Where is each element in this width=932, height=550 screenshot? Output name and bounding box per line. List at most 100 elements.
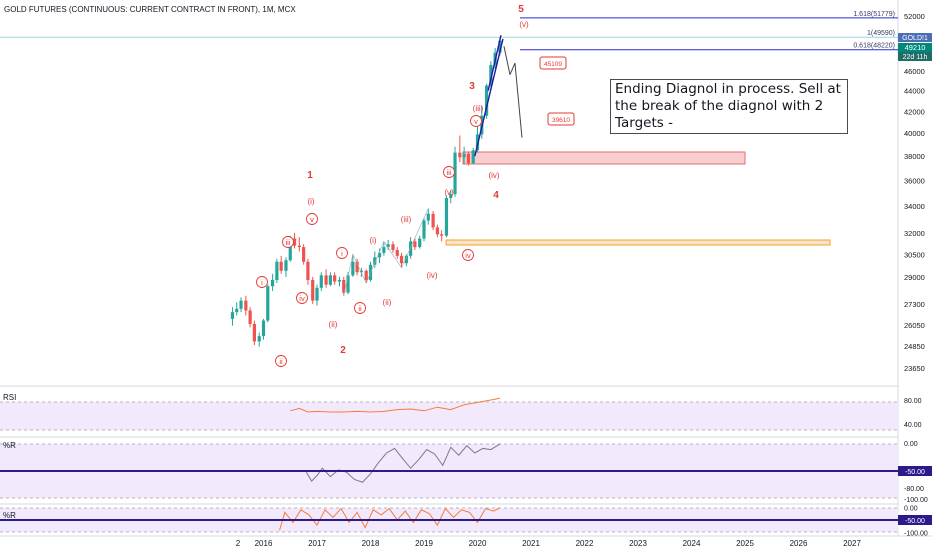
rsi-tick-label: 80.00 <box>904 398 922 405</box>
candle <box>373 251 377 268</box>
candle <box>297 237 301 252</box>
target-label: 39610 <box>552 117 570 124</box>
wr-level-tag-text: -50.00 <box>905 469 925 476</box>
x-tick-label: 2017 <box>308 539 326 548</box>
candle-body <box>315 287 319 301</box>
wr-tick-label: -80.00 <box>904 486 924 493</box>
candle-body <box>395 249 399 256</box>
wave-label: (iii) <box>401 215 412 224</box>
candle-body <box>359 270 364 273</box>
supply-zone-lower <box>445 239 831 246</box>
wave-label: iii <box>447 168 452 177</box>
candle-body <box>431 213 435 228</box>
candle-body <box>484 85 489 116</box>
candle <box>315 284 319 306</box>
candle-body <box>324 275 328 285</box>
candle-body <box>498 40 502 53</box>
wave-label-circle <box>296 292 308 304</box>
wr-label: %R <box>3 441 16 450</box>
wave-label: 4 <box>493 190 499 201</box>
candle <box>431 211 435 231</box>
candle-body <box>302 247 306 262</box>
candle-body <box>239 300 243 309</box>
wave-label-circle <box>443 166 455 178</box>
candle <box>328 272 332 287</box>
wave-label: i <box>261 278 263 287</box>
candle-body <box>373 257 377 265</box>
supply-zone-upper <box>462 151 746 165</box>
wave-label-circle <box>336 247 348 259</box>
wave-label: (iv) <box>488 171 499 180</box>
candle <box>449 190 453 204</box>
candle <box>440 230 444 242</box>
candle <box>444 195 449 238</box>
candle <box>364 269 368 284</box>
y-tick-label: 44000 <box>904 87 925 96</box>
candle <box>404 254 408 267</box>
candle-body <box>458 152 462 158</box>
rsi-line <box>290 397 501 413</box>
candle <box>386 239 390 250</box>
candle <box>235 302 239 316</box>
analysis-note: Ending Diagnol in process. Sell at the b… <box>610 79 848 134</box>
x-tick-label: 2021 <box>522 539 540 548</box>
candle-body <box>462 153 466 158</box>
wave-label: (ii) <box>329 320 338 329</box>
wr-tick-label: 0.00 <box>904 441 918 448</box>
wr2-tick-label: 0.00 <box>904 505 918 512</box>
x-tick-label: 2023 <box>629 539 647 548</box>
wr2-line <box>279 507 501 531</box>
candle-body <box>266 286 270 321</box>
wave-label-circle <box>470 115 482 127</box>
candle-body <box>311 279 315 301</box>
candle <box>337 276 342 287</box>
y-tick-label: 24850 <box>904 342 925 351</box>
candle-body <box>351 261 355 276</box>
candle-body <box>364 270 368 280</box>
wave-label: v <box>474 117 478 126</box>
candle-body <box>440 234 444 236</box>
candle-body <box>337 279 342 282</box>
candle <box>266 284 270 323</box>
x-tick-label: 2020 <box>469 539 487 548</box>
wave-label: (v) <box>519 20 529 29</box>
candle <box>319 272 323 291</box>
diagonal-lower-line <box>474 38 504 157</box>
candle-body <box>422 220 426 239</box>
projection-line-1 <box>503 46 511 75</box>
candle-body <box>275 261 279 280</box>
candle-body <box>328 275 332 285</box>
wave-label-circle <box>282 236 294 248</box>
wave-label: (iv) <box>426 271 437 280</box>
fib-levels: 1.618(51779) 1(49590) 0.618(48220) <box>0 11 898 51</box>
candle-body <box>449 194 453 199</box>
candle-body <box>426 213 430 221</box>
fib-label: 0.618(48220) <box>853 43 895 50</box>
candle <box>413 238 417 250</box>
countdown-tag <box>898 52 932 61</box>
candle-body <box>346 275 350 293</box>
projection-line-2 <box>509 62 523 138</box>
diagonal-upper-line <box>487 35 502 91</box>
wr2-tick-label: -100.00 <box>904 531 928 538</box>
wave-label-circle <box>462 249 474 261</box>
candle-body <box>230 312 235 319</box>
candle <box>284 257 288 277</box>
y-tick-label: 30500 <box>904 250 925 259</box>
wr2-label: %R <box>3 511 16 520</box>
candle <box>458 135 462 163</box>
wr-tick-label: -100.00 <box>904 497 928 504</box>
candle <box>368 261 373 282</box>
rsi-band <box>0 402 898 430</box>
candle-body <box>399 255 404 264</box>
candle-body <box>288 238 292 261</box>
subwave-path <box>343 208 429 296</box>
candle <box>462 146 466 165</box>
y-tick-label: 40000 <box>904 129 925 138</box>
candle <box>422 217 426 242</box>
rsi-tick-label: 40.00 <box>904 422 922 429</box>
wave-labels: 12345iiiiiiivviiiiiiivv(i)(ii)(i)(ii)(ii… <box>256 4 529 367</box>
fib-label: 1(49590) <box>867 30 895 37</box>
candle <box>382 241 386 256</box>
